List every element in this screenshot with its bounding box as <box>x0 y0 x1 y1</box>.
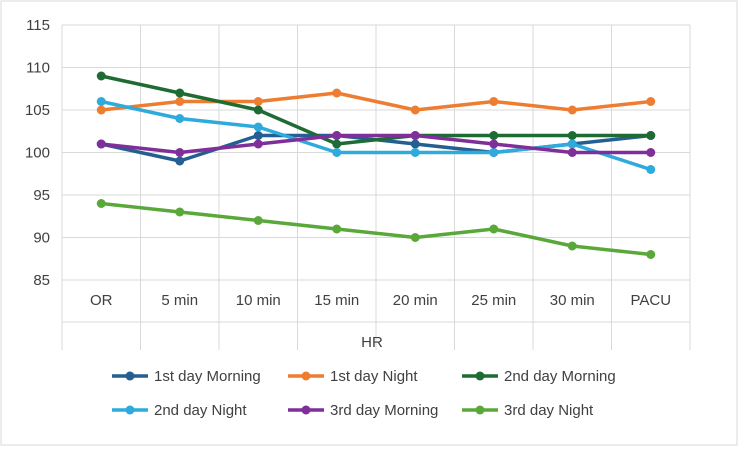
data-point-3rd-day-morning <box>175 148 185 157</box>
x-tick-label: 20 min <box>393 292 438 309</box>
data-point-1st-day-morning <box>253 131 263 140</box>
data-point-3rd-day-morning <box>410 131 420 140</box>
legend-swatch-marker <box>301 371 311 381</box>
data-point-3rd-day-morning <box>332 131 342 140</box>
data-point-2nd-day-morning <box>332 139 342 149</box>
data-point-2nd-day-morning <box>96 71 106 81</box>
series-1st-day-night <box>96 88 656 115</box>
data-point-2nd-day-night <box>567 139 577 149</box>
data-point-2nd-day-morning <box>253 105 263 115</box>
data-point-3rd-day-morning <box>96 139 106 149</box>
data-point-3rd-day-night <box>332 224 342 234</box>
legend-item-2nd-day-morning: 2nd day Morning <box>462 368 616 385</box>
data-point-1st-day-night <box>646 97 656 106</box>
data-point-3rd-day-night <box>96 199 106 208</box>
data-point-2nd-day-night <box>96 97 106 106</box>
y-tick-label: 85 <box>33 272 50 289</box>
series-line-3rd-day-night <box>99 201 653 257</box>
data-point-1st-day-night <box>96 105 106 115</box>
y-tick-label: 115 <box>26 17 50 34</box>
series-2nd-day-night <box>96 97 656 174</box>
data-point-2nd-day-night <box>410 148 420 157</box>
data-point-1st-day-night <box>332 88 342 98</box>
legend-label: 3rd day Morning <box>330 402 438 419</box>
series-line-3rd-day-morning <box>99 133 653 155</box>
legend-swatch-marker <box>125 371 135 381</box>
x-tick-label: 10 min <box>236 292 281 309</box>
legend-swatch-marker <box>301 405 311 415</box>
legend-label: 1st day Morning <box>154 368 261 385</box>
data-point-3rd-day-night <box>646 250 656 259</box>
legend-item-1st-day-night: 1st day Night <box>288 368 418 385</box>
data-point-1st-day-night <box>253 97 263 106</box>
data-point-1st-day-morning <box>410 139 420 149</box>
legend-label: 1st day Night <box>330 368 418 385</box>
legend-item-1st-day-morning: 1st day Morning <box>112 368 261 385</box>
y-tick-label: 110 <box>26 60 50 77</box>
data-point-3rd-day-night <box>567 241 577 251</box>
series-line-2nd-day-night <box>99 99 653 172</box>
data-point-1st-day-night <box>489 97 499 106</box>
legend-swatch-marker <box>125 405 135 415</box>
data-point-3rd-day-night <box>489 224 499 234</box>
legend-label: 3rd day Night <box>504 402 594 419</box>
gridlines <box>61 24 691 350</box>
legend-item-3rd-day-morning: 3rd day Morning <box>288 402 438 419</box>
data-point-2nd-day-night <box>489 148 499 157</box>
data-point-1st-day-night <box>567 105 577 115</box>
x-tick-label: 5 min <box>161 292 198 309</box>
data-point-2nd-day-night <box>332 148 342 157</box>
y-tick-label: 105 <box>25 102 50 119</box>
data-point-2nd-day-night <box>253 122 263 132</box>
legend-label: 2nd day Night <box>154 402 247 419</box>
x-tick-label: PACU <box>630 292 671 309</box>
x-tick-label: 25 min <box>471 292 516 309</box>
x-axis: OR 5 min 10 min 15 min 20 min 25 min 30 min PAC… <box>90 292 671 309</box>
series-line-2nd-day-morning <box>99 74 653 146</box>
data-point-2nd-day-morning <box>175 88 185 98</box>
series-3rd-day-night <box>96 199 656 259</box>
data-point-2nd-day-morning <box>489 131 499 140</box>
data-point-2nd-day-night <box>646 165 656 174</box>
y-tick-label: 90 <box>33 230 50 247</box>
y-tick-label: 95 <box>33 187 50 204</box>
data-point-3rd-day-morning <box>489 139 499 149</box>
x-tick-label: 30 min <box>550 292 595 309</box>
x-tick-label: 15 min <box>314 292 359 309</box>
data-point-1st-day-morning <box>175 156 185 166</box>
data-point-3rd-day-night <box>410 233 420 242</box>
series-line-1st-day-night <box>99 91 653 112</box>
legend-label: 2nd day Morning <box>504 368 616 385</box>
data-point-3rd-day-morning <box>646 148 656 157</box>
x-axis-title: HR <box>361 334 383 351</box>
legend-item-3rd-day-night: 3rd day Night <box>462 402 594 419</box>
legend-swatch-marker <box>475 405 485 415</box>
legend-item-2nd-day-night: 2nd day Night <box>112 402 247 419</box>
y-axis: 85 90 95 100 105 110 115 <box>25 17 50 289</box>
data-point-3rd-day-night <box>175 207 185 217</box>
data-point-3rd-day-night <box>253 216 263 225</box>
legend: 1st day Morning 1st day Night 2nd day Morn… <box>112 368 616 419</box>
data-point-1st-day-night <box>175 97 185 106</box>
y-tick-label: 100 <box>25 145 50 162</box>
data-point-1st-day-night <box>410 105 420 115</box>
data-point-3rd-day-morning <box>567 148 577 157</box>
legend-swatch-marker <box>475 371 485 381</box>
data-point-2nd-day-night <box>175 114 185 123</box>
series-group <box>96 71 656 259</box>
data-point-2nd-day-morning <box>646 131 656 140</box>
data-point-3rd-day-morning <box>253 139 263 149</box>
series-3rd-day-morning <box>96 131 656 157</box>
x-tick-label: OR <box>90 292 113 309</box>
data-point-2nd-day-morning <box>567 131 577 140</box>
